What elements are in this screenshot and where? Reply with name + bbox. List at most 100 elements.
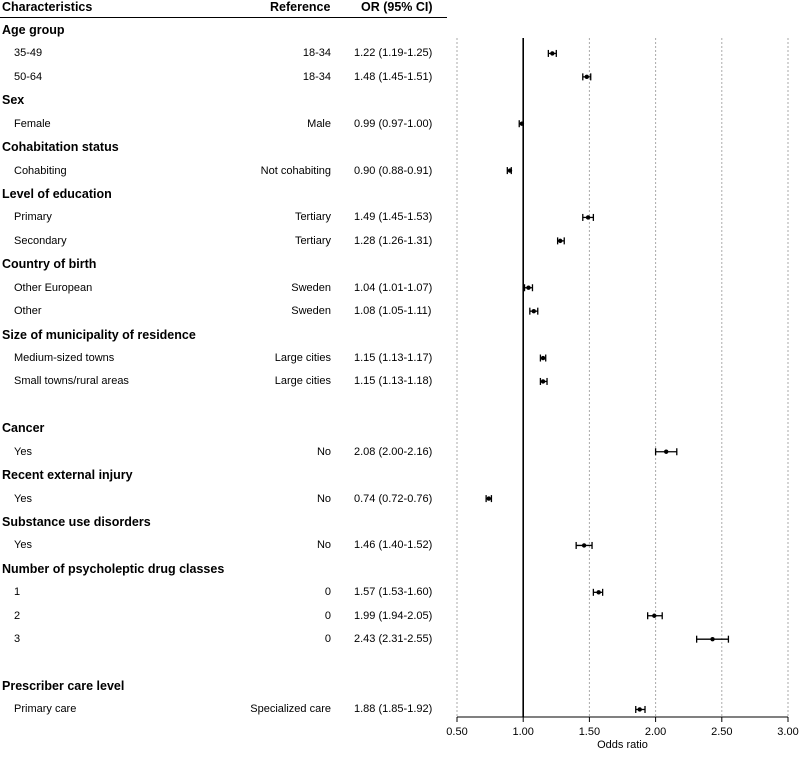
or-point [507, 168, 513, 173]
table-row: 35-49 18-34 1.22 (1.19-1.25) [0, 45, 450, 61]
header-divider [0, 17, 447, 18]
or-label: 1.48 (1.45-1.51) [354, 70, 433, 83]
reference-label: Sweden [291, 305, 331, 318]
or-label: 1.22 (1.19-1.25) [354, 47, 433, 60]
or-point [710, 636, 715, 642]
or-point [526, 285, 531, 290]
group-row: Sex [0, 92, 450, 108]
table-row: Secondary Tertiary 1.28 (1.26-1.31) [0, 233, 450, 249]
group-label: Country of birth [2, 257, 97, 272]
row-label: Other European [14, 281, 93, 294]
reference-label: Male [307, 117, 331, 130]
row-label: Other [14, 305, 42, 318]
group-row: Country of birth [0, 256, 450, 272]
group-row: Age group [0, 22, 450, 38]
reference-label: No [316, 445, 331, 458]
or-label: 0.74 (0.72-0.76) [354, 492, 433, 505]
reference-label: Tertiary [294, 234, 331, 247]
x-axis-label: Odds ratio [597, 739, 648, 751]
or-label: 2.43 (2.31-2.55) [354, 633, 433, 646]
group-row: Cohabitation status [0, 139, 450, 155]
group-row: Substance use disorders [0, 514, 450, 530]
row-label: Yes [14, 445, 32, 458]
group-label: Cancer [2, 421, 45, 436]
row-label: Small towns/rural areas [14, 375, 129, 388]
or-label: 1.15 (1.13-1.18) [354, 375, 433, 388]
table-row: Yes No 1.46 (1.40-1.52) [0, 537, 450, 553]
or-label: 1.57 (1.53-1.60) [354, 586, 433, 599]
x-tick-label: 1.50 [579, 726, 600, 738]
reference-label: No [316, 492, 331, 505]
or-label: 1.08 (1.05-1.11) [354, 305, 432, 318]
reference-label: Large cities [274, 352, 331, 365]
reference-label: Tertiary [294, 211, 331, 224]
x-tick-label: 2.00 [645, 726, 666, 738]
or-label: 1.49 (1.45-1.53) [354, 211, 433, 224]
reference-label: Not cohabiting [260, 164, 331, 177]
or-point [550, 51, 555, 56]
table-row: Primary care Specialized care 1.88 (1.85-1… [0, 701, 450, 717]
x-tick-label: 2.50 [711, 726, 732, 738]
row-label: Yes [14, 492, 32, 505]
header-or: OR (95% CI) [361, 0, 433, 14]
row-label: Primary care [14, 703, 77, 716]
or-label: 1.88 (1.85-1.92) [354, 703, 433, 716]
or-point [652, 613, 657, 618]
row-label: Female [14, 117, 51, 130]
reference-label: Sweden [291, 281, 331, 294]
group-row: Level of education [0, 186, 450, 202]
header-reference: Reference [270, 0, 331, 14]
table-row: Female Male 0.99 (0.97-1.00) [0, 116, 450, 132]
group-label: Sex [2, 93, 25, 108]
group-row: Number of psycholeptic drug classes [0, 561, 450, 577]
group-row: Prescriber care level [0, 678, 450, 694]
or-point [637, 707, 642, 712]
table-row: Yes No 0.74 (0.72-0.76) [0, 491, 450, 507]
or-label: 1.15 (1.13-1.17) [354, 352, 433, 365]
group-label: Level of education [2, 187, 112, 201]
or-label: 1.46 (1.40-1.52) [354, 539, 433, 552]
row-label: Secondary [14, 234, 67, 247]
or-label: 0.99 (0.97-1.00) [354, 117, 433, 130]
table-row: Small towns/rural areas Large cities 1.15 … [0, 373, 450, 389]
or-label: 0.90 (0.88-0.91) [354, 164, 433, 177]
reference-label: 18-34 [302, 47, 331, 60]
group-label: Prescriber care level [2, 679, 125, 694]
or-label: 1.28 (1.26-1.31) [354, 234, 433, 247]
table-row: 3 0 2.43 (2.31-2.55) [0, 631, 450, 647]
row-label: 1 [14, 586, 21, 599]
reference-label: Specialized care [250, 703, 331, 716]
table-row: 1 0 1.57 (1.53-1.60) [0, 584, 450, 600]
row-label: 35-49 [14, 47, 43, 60]
group-label: Number of psycholeptic drug classes [2, 561, 225, 576]
row-label: Medium-sized towns [14, 352, 115, 365]
or-point [486, 496, 491, 501]
row-label: 3 [14, 633, 21, 646]
reference-label: 0 [324, 633, 331, 646]
reference-label: 18-34 [302, 70, 331, 83]
or-point [581, 543, 587, 548]
x-tick-label: 1.00 [512, 726, 533, 738]
table-row: Cohabiting Not cohabiting 0.90 (0.88-0.91) [0, 163, 450, 179]
row-label: Yes [14, 539, 32, 552]
or-point [596, 590, 601, 595]
or-point [531, 308, 536, 314]
row-label: Primary [14, 211, 52, 224]
group-row: Size of municipality of residence [0, 327, 450, 343]
reference-label: 0 [324, 586, 331, 599]
group-label: Age group [2, 23, 65, 37]
row-label: 2 [14, 609, 21, 622]
group-label: Substance use disorders [2, 515, 151, 530]
or-point [558, 238, 563, 244]
group-label: Size of municipality of residence [2, 327, 196, 342]
or-point [663, 449, 669, 454]
x-tick-label: 3.00 [777, 726, 798, 738]
table-row: 2 0 1.99 (1.94-2.05) [0, 608, 450, 624]
group-label: Cohabitation status [2, 140, 119, 155]
table-row: 50-64 18-34 1.48 (1.45-1.51) [0, 69, 450, 85]
or-label: 1.99 (1.94-2.05) [354, 609, 433, 622]
group-row: Cancer [0, 420, 450, 436]
table-row: Primary Tertiary 1.49 (1.45-1.53) [0, 209, 450, 225]
group-row: Recent external injury [0, 467, 450, 483]
